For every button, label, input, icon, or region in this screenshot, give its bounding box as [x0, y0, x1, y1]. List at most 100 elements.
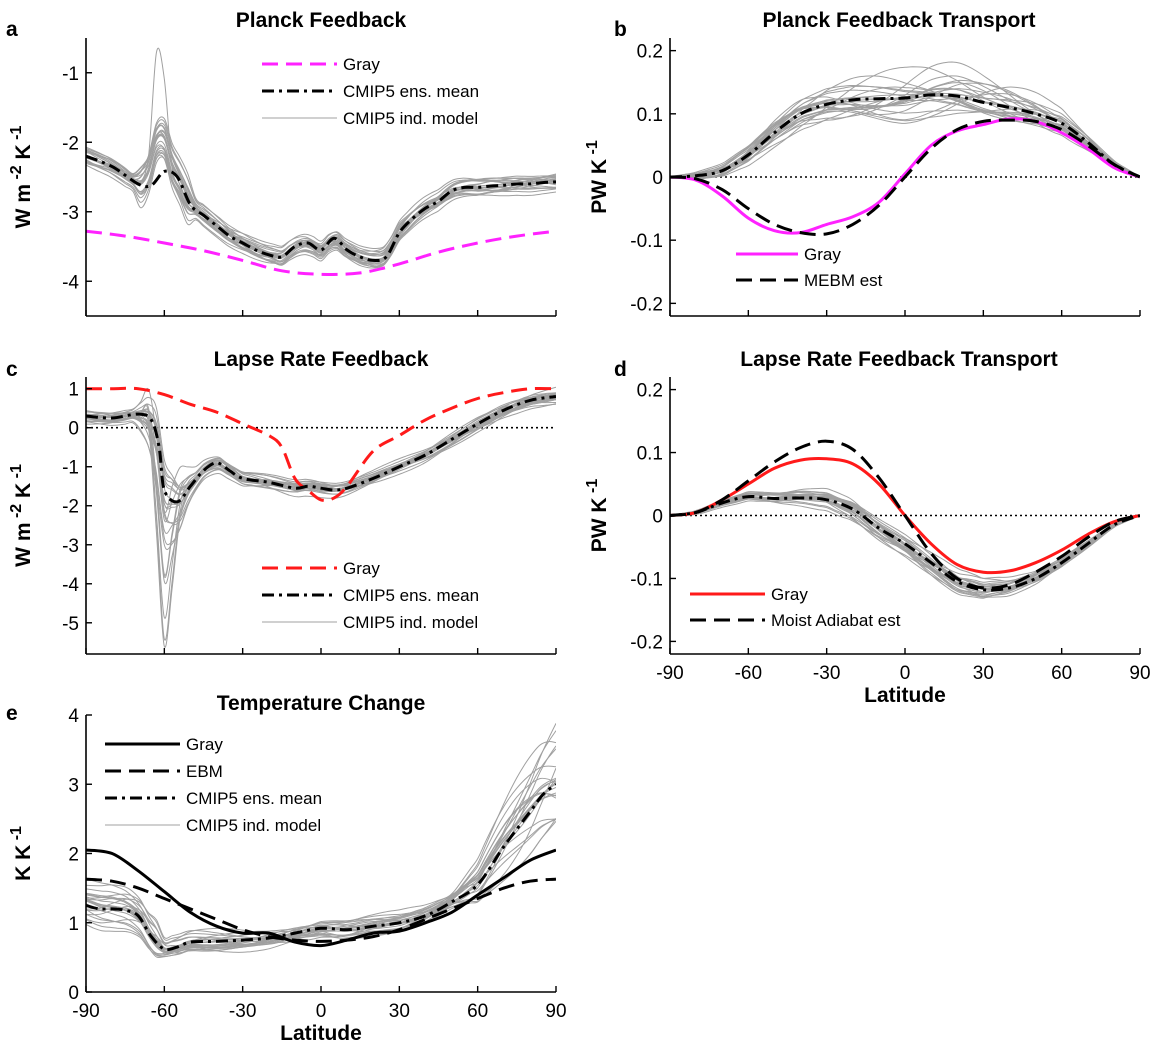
- panel-letter-b: b: [614, 18, 627, 41]
- y-axis-label: W m -2 K -1: [8, 126, 35, 229]
- model-line: [86, 149, 556, 267]
- y-label-part: -1: [8, 826, 25, 845]
- legend-label: Gray: [186, 735, 223, 754]
- y-label-part: K: [12, 144, 35, 165]
- legend-label: Moist Adiabat est: [771, 611, 901, 630]
- model-line: [670, 498, 1140, 582]
- y-label-part: K: [12, 866, 35, 881]
- x-tick-label: 90: [545, 1001, 566, 1022]
- series-line-cmip5-ens-mean: [86, 154, 556, 263]
- y-tick-label: 0.2: [637, 381, 663, 402]
- model-line: [86, 149, 556, 259]
- y-label-part: m: [12, 184, 35, 209]
- model-line: [86, 777, 556, 952]
- x-tick-label: 90: [1129, 663, 1150, 684]
- panel-letter-e: e: [6, 702, 18, 725]
- panel-letter-d: d: [614, 358, 627, 381]
- y-label-part: m: [12, 523, 35, 548]
- x-tick-label: 60: [1051, 663, 1072, 684]
- x-axis-label: Latitude: [280, 1022, 362, 1045]
- y-tick-label: 0: [68, 419, 79, 440]
- panel-title-e: Temperature Change: [217, 692, 426, 715]
- legend-label: CMIP5 ind. model: [186, 816, 321, 835]
- series-line-cmip5-ens-mean: [86, 783, 556, 952]
- plot-area-b: [670, 61, 1140, 236]
- model-line: [670, 496, 1140, 589]
- plot-area-d: [670, 439, 1140, 599]
- y-label-part: K: [588, 497, 611, 518]
- legend-label: CMIP5 ens. mean: [186, 789, 322, 808]
- model-line: [670, 93, 1140, 178]
- y-label-part: -2: [8, 165, 25, 184]
- legend-label: CMIP5 ens. mean: [343, 586, 479, 605]
- series-line-mebm-est: [670, 118, 1140, 236]
- model-line: [86, 778, 556, 950]
- x-tick-label: -90: [72, 1001, 99, 1022]
- model-line: [670, 495, 1140, 590]
- y-tick-label: 3: [68, 775, 79, 796]
- x-tick-label: 60: [467, 1001, 488, 1022]
- x-tick-label: -90: [656, 663, 683, 684]
- y-tick-label: 1: [68, 380, 79, 401]
- model-line: [670, 101, 1140, 178]
- y-tick-label: -3: [62, 203, 79, 224]
- model-line: [86, 129, 556, 266]
- plot-area-a: [86, 47, 556, 276]
- series-line-cmip5-ens-mean: [86, 395, 556, 504]
- series-line-gray: [86, 229, 556, 276]
- legend-label: EBM: [186, 762, 223, 781]
- legend-label: CMIP5 ens. mean: [343, 82, 479, 101]
- y-tick-label: 1: [68, 914, 79, 935]
- y-tick-label: -1: [62, 64, 79, 85]
- y-axis-label: W m -2 K -1: [8, 464, 35, 567]
- panel-title-a: Planck Feedback: [236, 9, 407, 32]
- x-tick-label: 30: [973, 663, 994, 684]
- y-label-part: W: [12, 547, 35, 567]
- model-line: [670, 105, 1140, 178]
- panel-b: b Planck Feedback Transport -0.2 -0.1 0 0.1 0.…: [584, 9, 1141, 317]
- model-line: [670, 75, 1140, 178]
- y-tick-label: 0: [68, 983, 79, 1004]
- panel-e: e Temperature Change 0 1 2 3 4 -90 -60 -30 0 30 60 90…: [6, 692, 567, 1045]
- model-line: [86, 396, 556, 619]
- y-tick-label: -0.1: [630, 231, 663, 252]
- model-line: [86, 140, 556, 259]
- model-line: [670, 493, 1140, 593]
- model-line: [86, 401, 556, 546]
- model-line: [86, 767, 556, 945]
- y-tick-label: -2: [62, 133, 79, 154]
- y-tick-label: -0.2: [630, 632, 663, 653]
- y-tick-label: -5: [62, 614, 79, 635]
- y-tick-label: 2: [68, 845, 79, 866]
- legend-label: Gray: [343, 559, 380, 578]
- panel-letter-a: a: [6, 18, 18, 41]
- x-tick-label: 30: [389, 1001, 410, 1022]
- legend-label: Gray: [343, 55, 380, 74]
- panel-a: a Planck Feedback-4-3-2-1W m -2 K -1GrayC…: [6, 9, 557, 317]
- model-line: [86, 792, 556, 954]
- x-tick-label: 0: [316, 1001, 327, 1022]
- plot-area-e: [86, 723, 556, 959]
- model-line: [86, 394, 556, 504]
- y-tick-label: 0.1: [637, 444, 663, 465]
- series-line-moist-adiabat-est: [670, 439, 1140, 590]
- plot-area-c: [86, 386, 556, 648]
- x-tick-label: -60: [151, 1001, 178, 1022]
- y-label-part: -1: [8, 126, 25, 145]
- y-tick-label: 4: [68, 706, 79, 727]
- legend-label: CMIP5 ind. model: [343, 613, 478, 632]
- model-line: [86, 396, 556, 525]
- model-line: [86, 393, 556, 488]
- panel-title-c: Lapse Rate Feedback: [214, 348, 429, 371]
- y-label-part: -2: [8, 504, 25, 523]
- series-line-ebm: [86, 877, 556, 943]
- y-tick-label: 0.1: [637, 105, 663, 126]
- model-line: [86, 119, 556, 263]
- model-line: [670, 496, 1140, 590]
- series-line-cmip5-ens-mean: [670, 494, 1140, 592]
- y-tick-label: 0: [652, 507, 663, 528]
- y-tick-label: -4: [62, 272, 79, 293]
- legend-label: Gray: [804, 245, 841, 264]
- model-line: [86, 147, 556, 262]
